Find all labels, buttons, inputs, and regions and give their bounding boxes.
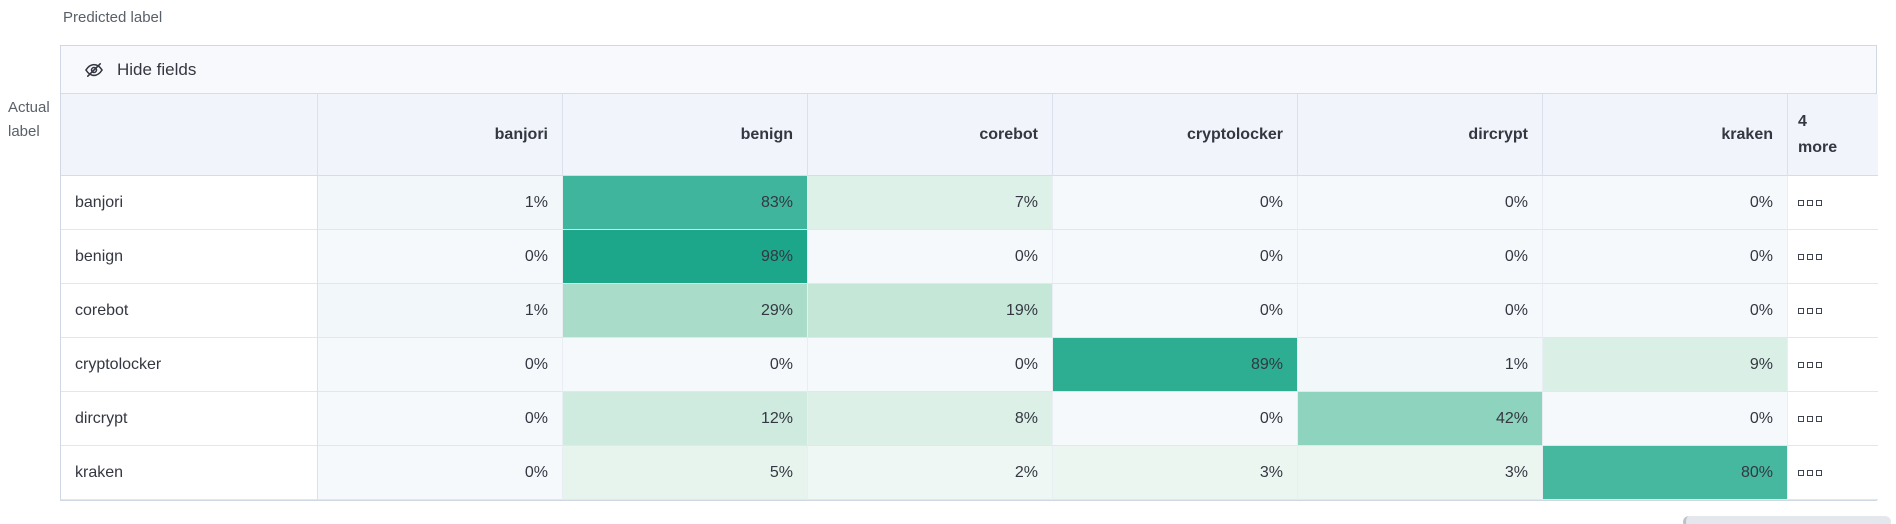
matrix-cell: 42% — [1298, 392, 1543, 446]
matrix-cell: 80% — [1543, 446, 1788, 500]
more-columns-word: more — [1798, 138, 1838, 156]
matrix-cell: 89% — [1053, 338, 1298, 392]
more-columns-cell — [1788, 446, 1878, 500]
more-columns-cell — [1788, 392, 1878, 446]
matrix-cell: 1% — [1298, 338, 1543, 392]
column-header-cryptolocker: cryptolocker — [1053, 94, 1298, 176]
grid-toolbar: Hide fields — [61, 46, 1876, 94]
matrix-cell: 83% — [563, 176, 808, 230]
matrix-cell: 0% — [808, 338, 1053, 392]
matrix-cell: 98% — [563, 230, 808, 284]
column-header-empty — [61, 94, 318, 176]
matrix-cell: 0% — [1543, 392, 1788, 446]
horizontal-scrollbar[interactable] — [1683, 516, 1891, 524]
matrix-cell: 0% — [1298, 284, 1543, 338]
hide-fields-label: Hide fields — [117, 59, 197, 79]
confusion-matrix-panel: Hide fields banjori benign corebot crypt… — [60, 45, 1878, 501]
matrix-cell: 9% — [1543, 338, 1788, 392]
matrix-cell: 19% — [808, 284, 1053, 338]
matrix-cell: 3% — [1298, 446, 1543, 500]
matrix-cell: 0% — [1053, 230, 1298, 284]
matrix-cell: 2% — [808, 446, 1053, 500]
matrix-cell: 29% — [563, 284, 808, 338]
more-columns-cell — [1788, 230, 1878, 284]
matrix-cell: 12% — [563, 392, 808, 446]
matrix-cell: 0% — [1298, 176, 1543, 230]
column-header-corebot: corebot — [808, 94, 1053, 176]
matrix-cell: 0% — [318, 392, 563, 446]
matrix-cell: 0% — [563, 338, 808, 392]
matrix-cell: 0% — [1053, 284, 1298, 338]
matrix-cell: 0% — [1543, 176, 1788, 230]
row-label: corebot — [61, 284, 318, 338]
row-label: banjori — [61, 176, 318, 230]
boxes-horizontal-icon — [1798, 415, 1822, 422]
eye-closed-icon — [85, 62, 103, 77]
column-header-more: 4 more — [1788, 94, 1878, 176]
matrix-cell: 3% — [1053, 446, 1298, 500]
boxes-horizontal-icon — [1798, 361, 1822, 368]
matrix-cell: 8% — [808, 392, 1053, 446]
matrix-cell: 0% — [318, 230, 563, 284]
more-columns-cell — [1788, 338, 1878, 392]
hide-fields-button[interactable]: Hide fields — [83, 59, 196, 81]
matrix-cell: 0% — [1543, 230, 1788, 284]
actual-label-line2: label — [8, 123, 40, 140]
column-header-dircrypt: dircrypt — [1298, 94, 1543, 176]
matrix-cell: 5% — [563, 446, 808, 500]
actual-label-axis-title: Actual label — [8, 96, 60, 144]
matrix-cell: 0% — [1053, 176, 1298, 230]
matrix-cell: 0% — [1053, 392, 1298, 446]
column-header-banjori: banjori — [318, 94, 563, 176]
predicted-label-axis-title: Predicted label — [63, 9, 163, 26]
matrix-cell: 1% — [318, 176, 563, 230]
column-header-kraken: kraken — [1543, 94, 1788, 176]
boxes-horizontal-icon — [1798, 469, 1822, 476]
matrix-cell: 0% — [1543, 284, 1788, 338]
row-label: cryptolocker — [61, 338, 318, 392]
column-header-benign: benign — [563, 94, 808, 176]
more-columns-count: 4 — [1798, 112, 1807, 130]
boxes-horizontal-icon — [1798, 199, 1822, 206]
matrix-cell: 0% — [808, 230, 1053, 284]
confusion-matrix-grid: banjori benign corebot cryptolocker dirc… — [61, 94, 1878, 500]
matrix-cell: 0% — [318, 338, 563, 392]
more-columns-cell — [1788, 284, 1878, 338]
boxes-horizontal-icon — [1798, 253, 1822, 260]
boxes-horizontal-icon — [1798, 307, 1822, 314]
row-label: benign — [61, 230, 318, 284]
matrix-cell: 0% — [318, 446, 563, 500]
matrix-cell: 7% — [808, 176, 1053, 230]
matrix-cell: 1% — [318, 284, 563, 338]
row-label: kraken — [61, 446, 318, 500]
more-columns-cell — [1788, 176, 1878, 230]
actual-label-line1: Actual — [8, 99, 50, 116]
matrix-cell: 0% — [1298, 230, 1543, 284]
row-label: dircrypt — [61, 392, 318, 446]
